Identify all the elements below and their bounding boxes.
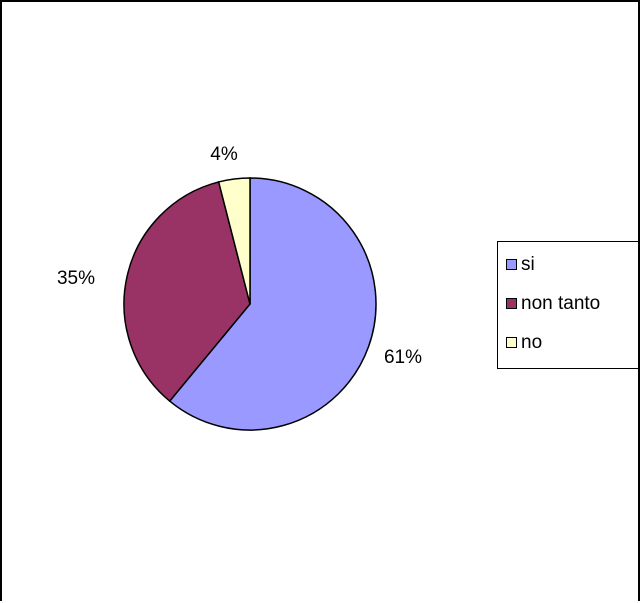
pie-slice-no [217, 177, 251, 305]
legend-item-non-tanto: non tanto [506, 291, 600, 315]
pie-slice-si [168, 177, 377, 431]
legend-label-no: no [521, 331, 543, 353]
legend-item-no: no [506, 330, 542, 354]
data-label-non-tanto: 35% [57, 268, 95, 289]
legend-swatch-si [506, 258, 517, 270]
legend-label-non-tanto: non tanto [521, 292, 601, 314]
legend-swatch-no [506, 336, 517, 348]
data-label-si: 61% [384, 347, 422, 368]
legend: si non tanto no [497, 241, 639, 369]
data-label-no: 4% [210, 144, 238, 165]
legend-item-si: si [506, 252, 535, 276]
pie-slice-non-tanto [123, 181, 251, 403]
legend-swatch-non-tanto [506, 297, 517, 309]
legend-label-si: si [521, 253, 535, 275]
